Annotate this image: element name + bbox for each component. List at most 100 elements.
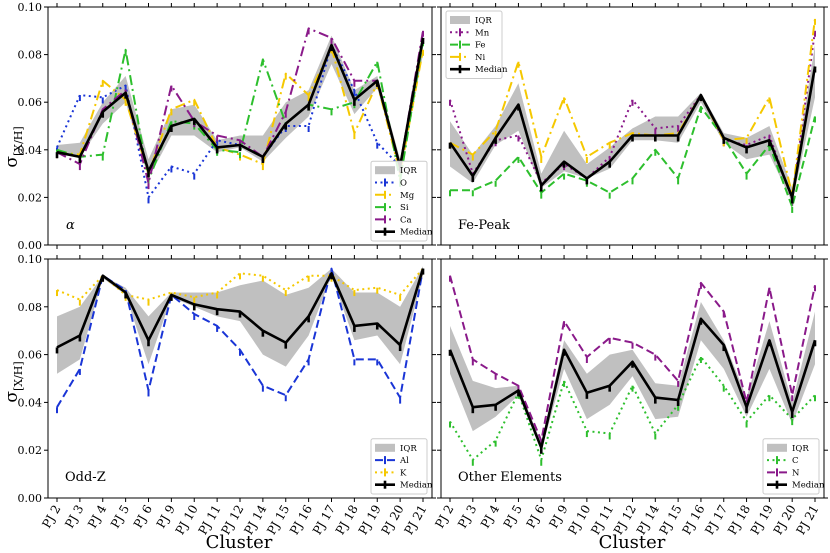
- series-o: [56, 37, 424, 204]
- y-tick-label: 0.00: [18, 239, 43, 252]
- legend-label: Mn: [475, 28, 490, 38]
- legend-label: Median: [400, 228, 433, 238]
- legend-swatch: [375, 443, 395, 452]
- legend-label: O: [400, 179, 407, 189]
- legend: IQR CN Median: [762, 438, 825, 495]
- series-line: [449, 275, 816, 442]
- x-tick-label: PJ 18: [333, 503, 361, 538]
- x-tick-label: PJ 10: [565, 503, 593, 538]
- x-tick-label: PJ 4: [85, 502, 109, 530]
- y-tick-label: 0.06: [18, 349, 43, 362]
- legend-label: Median: [475, 65, 508, 75]
- panel-label: α: [66, 218, 75, 233]
- y-axis-label-top: σ[X/H]: [2, 126, 25, 167]
- x-tick-label: PJ 17: [310, 503, 338, 538]
- y-tick-label: 0.08: [18, 49, 43, 62]
- y-tick-label: 0.10: [18, 1, 43, 14]
- legend-box: [762, 438, 820, 495]
- y-tick-label: 0.04: [18, 396, 43, 409]
- x-tick-label: PJ 3: [455, 503, 479, 531]
- y-axis-label-sigma: σ: [2, 156, 22, 168]
- series-line: [449, 30, 816, 201]
- legend-label: Si: [400, 203, 409, 213]
- legend-label: Ca: [400, 215, 412, 225]
- series-median: [55, 37, 425, 178]
- panel-odd-z: 0.00 0.02 0.04 0.06 0.08 0.10 PJ 2PJ 3PJ 4PJ 5…: [18, 253, 436, 538]
- x-tick-label: PJ 6: [131, 503, 155, 531]
- x-tick-label: PJ 2: [39, 503, 63, 531]
- series-line: [56, 37, 424, 199]
- legend-swatch: [450, 16, 470, 24]
- panel-label: Other Elements: [458, 470, 562, 485]
- x-tick-label: PJ 17: [702, 503, 730, 538]
- legend-label: IQR: [475, 16, 492, 26]
- legend-label: K: [400, 468, 407, 478]
- series-line: [449, 356, 816, 461]
- series-median: [55, 268, 425, 354]
- series-line: [448, 66, 817, 199]
- x-tick-label: PJ 2: [432, 503, 456, 531]
- legend-label: Fe: [475, 41, 485, 51]
- x-tick-label: PJ 16: [679, 503, 707, 538]
- x-axis-label-right: Cluster: [599, 532, 666, 553]
- legend-label: Al: [399, 456, 409, 466]
- y-axis-label-subscript: [X/H]: [12, 126, 25, 156]
- series-si: [56, 40, 424, 187]
- y-tick-label: 0.08: [18, 301, 43, 314]
- series-line: [56, 37, 425, 173]
- legend-swatch: [375, 166, 395, 175]
- y-axis-label-bottom: σ[X/H]: [2, 361, 25, 402]
- legend-label: N: [792, 468, 800, 478]
- y-tick-label: 0.04: [18, 144, 43, 157]
- y-tick-label: 0.00: [18, 492, 43, 505]
- legend: IQR Mn Fe Ni Median: [445, 10, 508, 79]
- panel-alpha: 0.00 0.02 0.04 0.06 0.08 0.10 α IQR O Mg Si Ca Media…: [18, 1, 436, 252]
- x-tick-label: PJ 20: [379, 503, 407, 538]
- legend-label: C: [792, 456, 799, 466]
- iqr-band: [57, 266, 423, 374]
- x-tick-label: PJ 16: [287, 503, 315, 538]
- panel-fe-peak: Fe-Peak IQR Mn Fe Ni Median: [437, 3, 828, 249]
- x-tick-label: PJ 3: [62, 503, 86, 531]
- series-line: [56, 46, 424, 175]
- series-median: [448, 317, 817, 454]
- x-tick-label: PJ 19: [748, 503, 776, 538]
- panel-label: Odd-Z: [65, 470, 106, 485]
- x-axis-label-left: Cluster: [206, 532, 273, 553]
- y-tick-label: 0.10: [18, 253, 43, 266]
- legend-box: [370, 438, 428, 495]
- legend: IQR Al K Median: [370, 438, 433, 495]
- x-tick-label: PJ 6: [524, 503, 548, 531]
- iqr-band: [450, 302, 815, 451]
- y-axis-label-subscript: [X/H]: [12, 361, 25, 391]
- panel-label: Fe-Peak: [458, 218, 510, 233]
- legend-label: Mg: [400, 191, 415, 201]
- x-tick-label: PJ 21: [793, 503, 821, 538]
- x-tick-label: PJ 10: [173, 503, 201, 538]
- y-axis-label-sigma: σ: [2, 391, 22, 403]
- legend-label: IQR: [792, 444, 809, 454]
- series-n: [449, 275, 816, 447]
- series-median: [448, 66, 817, 204]
- x-tick-label: PJ 4: [478, 502, 502, 530]
- series-fe: [449, 106, 816, 213]
- legend: IQR O Mg Si Ca Median: [370, 160, 433, 242]
- legend-swatch: [767, 443, 787, 452]
- x-tick-label: PJ 5: [501, 503, 525, 531]
- legend-label: IQR: [400, 444, 417, 454]
- series-line: [56, 40, 424, 182]
- x-tick-label: PJ 20: [771, 503, 799, 538]
- legend-box: [445, 10, 503, 79]
- legend-label: Ni: [475, 53, 485, 63]
- legend-label: Median: [400, 481, 433, 491]
- y-tick-label: 0.02: [18, 191, 43, 204]
- series-line: [449, 18, 816, 196]
- x-tick-label: PJ 21: [401, 503, 429, 538]
- y-tick-label: 0.06: [18, 96, 43, 109]
- y-tick-label: 0.02: [18, 444, 43, 457]
- legend-label: IQR: [400, 166, 417, 176]
- legend-label: Median: [792, 481, 825, 491]
- x-tick-label: PJ 18: [725, 503, 753, 538]
